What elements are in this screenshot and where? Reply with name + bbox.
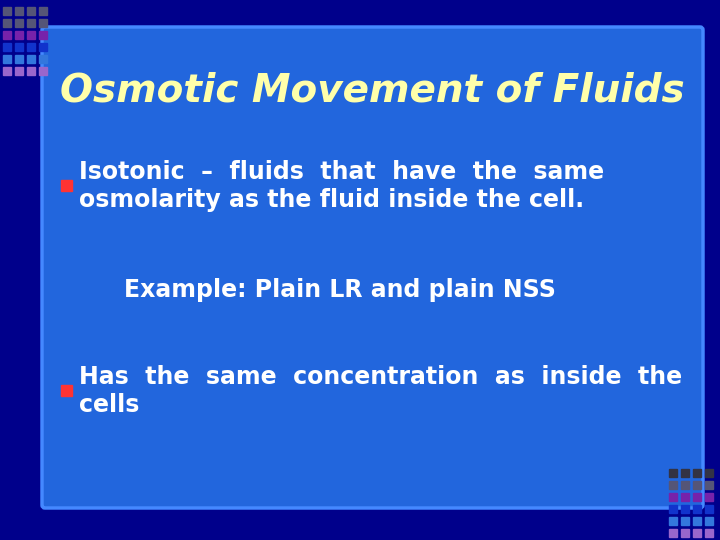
Text: Has  the  same  concentration  as  inside  the: Has the same concentration as inside the [79, 365, 682, 389]
Bar [15, 55, 23, 63]
Bar [3, 19, 11, 27]
Bar [61, 179, 72, 191]
Bar [693, 481, 701, 489]
Bar [681, 469, 689, 477]
Bar [3, 67, 11, 75]
Bar [693, 517, 701, 525]
Bar [693, 469, 701, 477]
Text: osmolarity as the fluid inside the cell.: osmolarity as the fluid inside the cell. [79, 188, 584, 212]
Bar [3, 43, 11, 51]
Bar [61, 384, 72, 395]
Bar [39, 55, 47, 63]
Bar [15, 19, 23, 27]
Bar [705, 469, 713, 477]
Bar [681, 493, 689, 501]
Bar [27, 19, 35, 27]
Bar [669, 529, 677, 537]
Text: cells: cells [79, 393, 140, 417]
Bar [693, 529, 701, 537]
Bar [39, 43, 47, 51]
Bar [39, 31, 47, 39]
Bar [15, 43, 23, 51]
Bar [693, 505, 701, 513]
Bar [27, 43, 35, 51]
Bar [39, 67, 47, 75]
Bar [681, 481, 689, 489]
Text: Osmotic Movement of Fluids: Osmotic Movement of Fluids [60, 71, 685, 109]
FancyBboxPatch shape [42, 27, 703, 508]
Bar [669, 505, 677, 513]
Bar [27, 67, 35, 75]
Bar [669, 493, 677, 501]
Bar [39, 7, 47, 15]
Bar [27, 7, 35, 15]
Bar [669, 481, 677, 489]
Bar [681, 529, 689, 537]
Bar [705, 481, 713, 489]
Bar [27, 31, 35, 39]
Bar [693, 493, 701, 501]
Bar [15, 7, 23, 15]
Text: Example: Plain LR and plain NSS: Example: Plain LR and plain NSS [124, 278, 556, 302]
Bar [705, 517, 713, 525]
Bar [705, 529, 713, 537]
Text: Isotonic  –  fluids  that  have  the  same: Isotonic – fluids that have the same [79, 160, 604, 184]
Bar [681, 505, 689, 513]
Bar [705, 505, 713, 513]
Bar [705, 493, 713, 501]
Bar [3, 55, 11, 63]
Bar [669, 469, 677, 477]
Bar [15, 31, 23, 39]
Bar [15, 67, 23, 75]
Bar [39, 19, 47, 27]
Bar [3, 31, 11, 39]
Bar [681, 517, 689, 525]
Bar [3, 7, 11, 15]
Bar [27, 55, 35, 63]
Bar [669, 517, 677, 525]
